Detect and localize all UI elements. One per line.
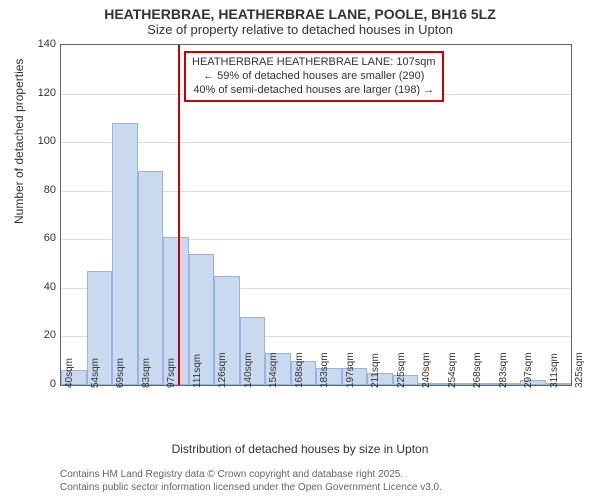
x-tick-label: 154sqm	[268, 352, 279, 388]
gridline	[61, 142, 571, 143]
y-tick-label: 20	[44, 329, 56, 341]
footer-line-2: Contains public sector information licen…	[60, 481, 442, 494]
x-tick-label: 325sqm	[574, 352, 585, 388]
x-tick-label: 311sqm	[549, 353, 560, 388]
y-tick-label: 60	[44, 232, 56, 244]
x-tick-label: 254sqm	[447, 352, 458, 388]
x-tick-label: 268sqm	[472, 352, 483, 388]
reference-line	[178, 45, 180, 385]
annotation-box: HEATHERBRAE HEATHERBRAE LANE: 107sqm← 59…	[184, 51, 444, 102]
histogram-bar	[112, 123, 138, 385]
footer-line-1: Contains HM Land Registry data © Crown c…	[60, 468, 442, 481]
x-tick-label: 140sqm	[243, 352, 254, 388]
plot-area: HEATHERBRAE HEATHERBRAE LANE: 107sqm← 59…	[60, 44, 572, 386]
x-tick-label: 111sqm	[192, 354, 203, 388]
x-tick-label: 297sqm	[523, 352, 534, 388]
annotation-line-1: HEATHERBRAE HEATHERBRAE LANE: 107sqm	[192, 56, 436, 70]
annotation-line-3: 40% of semi-detached houses are larger (…	[192, 84, 436, 98]
chart-container: HEATHERBRAE, HEATHERBRAE LANE, POOLE, BH…	[0, 0, 600, 500]
annotation-line-2: ← 59% of detached houses are smaller (29…	[192, 70, 436, 84]
y-tick-label: 120	[38, 87, 56, 99]
x-tick-label: 40sqm	[64, 358, 75, 388]
y-tick-label: 80	[44, 184, 56, 196]
plot-wrap: HEATHERBRAE HEATHERBRAE LANE: 107sqm← 59…	[60, 44, 570, 408]
x-tick-label: 197sqm	[345, 352, 356, 388]
chart-title-main: HEATHERBRAE, HEATHERBRAE LANE, POOLE, BH…	[0, 0, 600, 22]
x-tick-label: 54sqm	[90, 358, 101, 388]
y-tick-label: 140	[38, 38, 56, 50]
y-tick-label: 40	[44, 281, 56, 293]
x-tick-label: 225sqm	[396, 352, 407, 388]
x-tick-label: 83sqm	[141, 358, 152, 388]
x-tick-label: 211sqm	[370, 353, 381, 388]
x-tick-label: 183sqm	[319, 352, 330, 388]
x-axis-label: Distribution of detached houses by size …	[0, 442, 600, 456]
footer-attrib: Contains HM Land Registry data © Crown c…	[60, 468, 442, 494]
y-axis-label: Number of detached properties	[12, 59, 26, 224]
x-tick-label: 69sqm	[115, 358, 126, 388]
y-tick-label: 0	[50, 378, 56, 390]
x-tick-label: 283sqm	[498, 352, 509, 388]
x-tick-label: 168sqm	[294, 352, 305, 388]
x-tick-label: 126sqm	[217, 352, 228, 388]
x-tick-label: 240sqm	[421, 352, 432, 388]
chart-title-sub: Size of property relative to detached ho…	[0, 22, 600, 37]
y-tick-label: 100	[38, 135, 56, 147]
histogram-bar	[138, 171, 164, 385]
x-tick-label: 97sqm	[166, 358, 177, 388]
